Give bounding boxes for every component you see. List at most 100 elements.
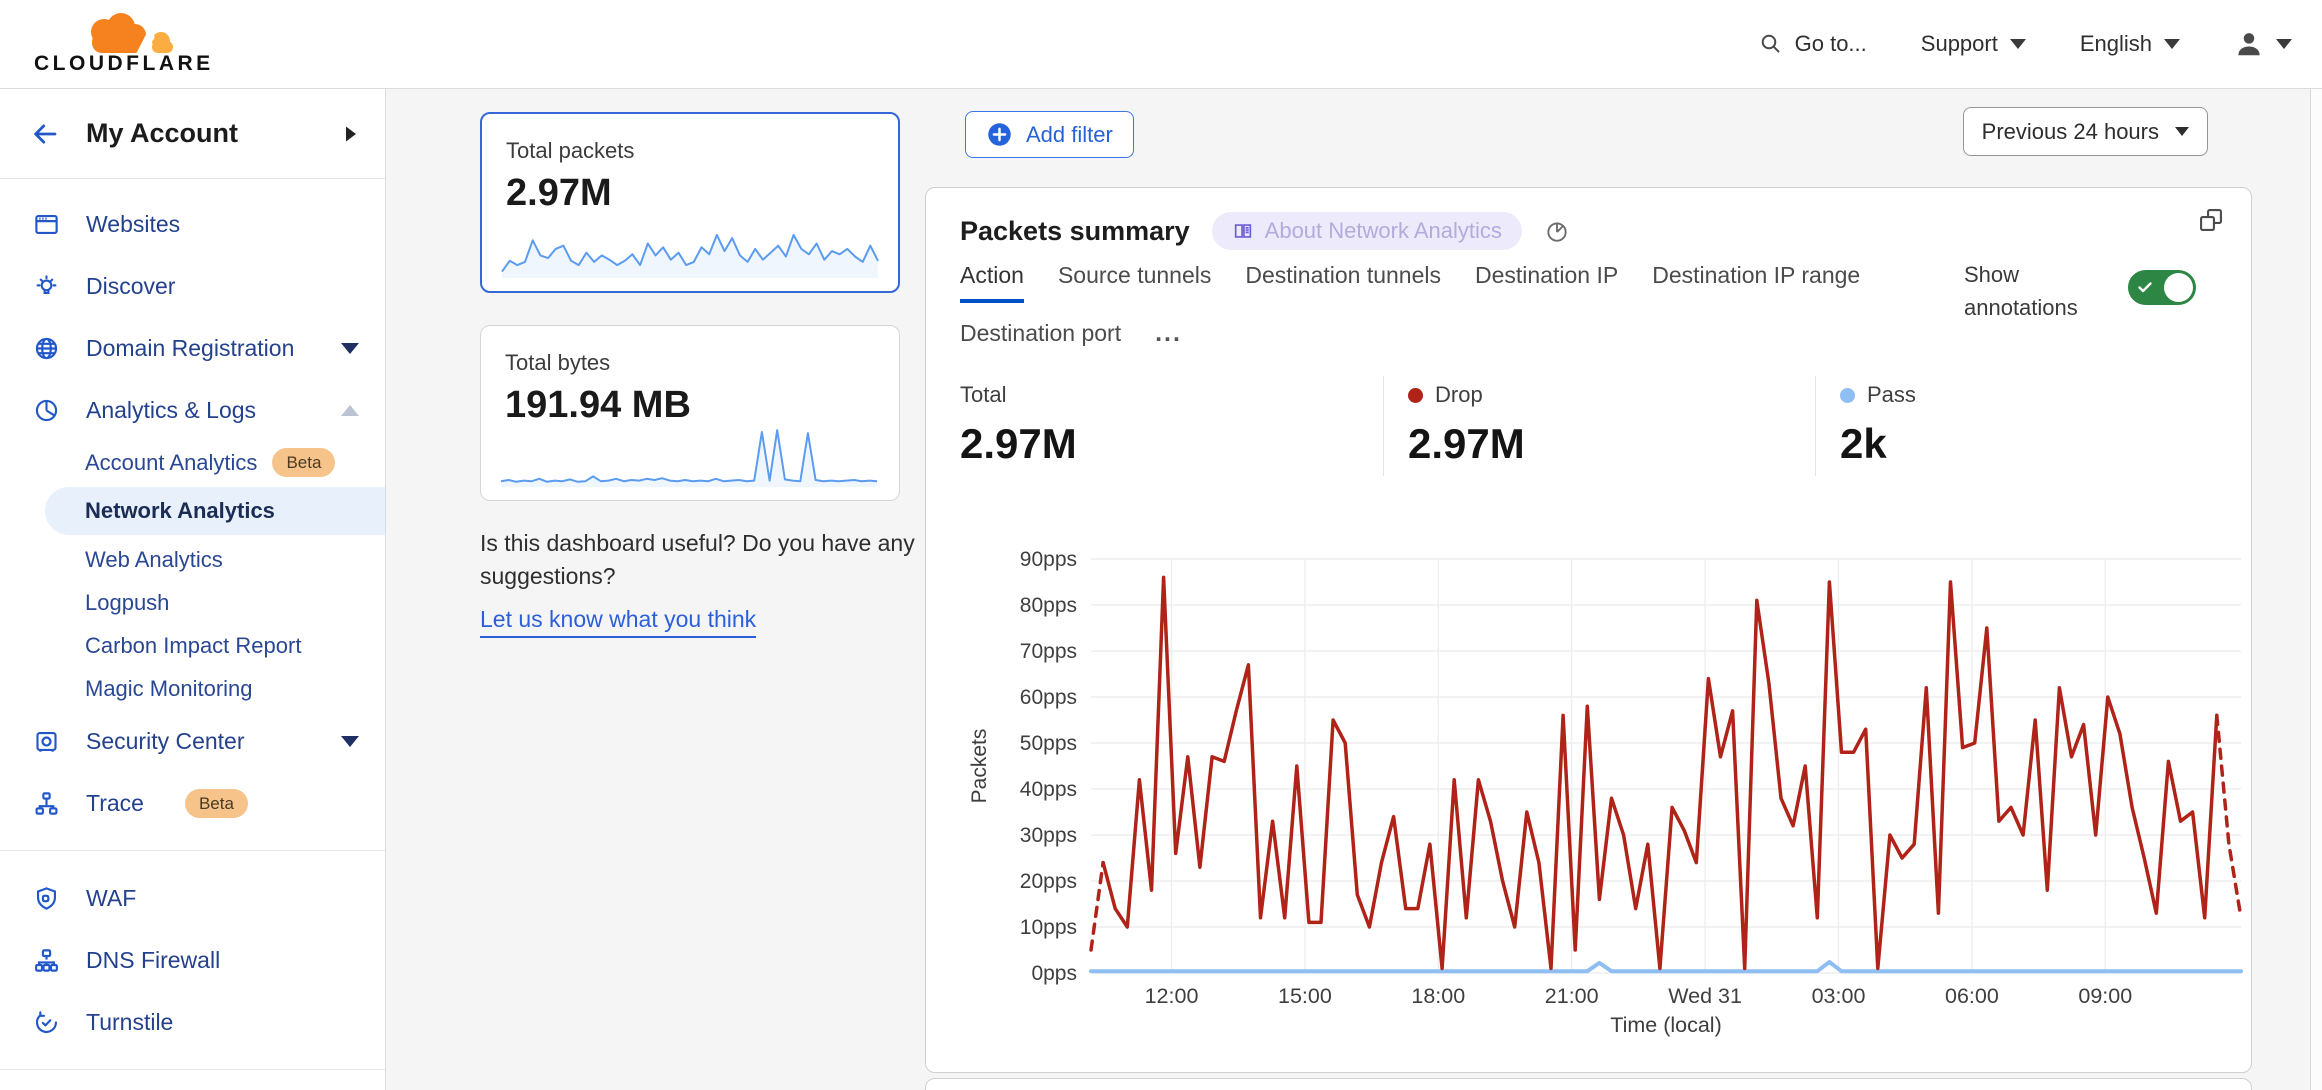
sidebar-header: My Account: [0, 89, 385, 179]
feedback-link[interactable]: Let us know what you think: [480, 603, 757, 639]
sidebar-item-magic-monitoring[interactable]: Magic Monitoring: [0, 667, 385, 710]
chevron-up-icon[interactable]: [341, 404, 359, 416]
feedback-block: Is this dashboard useful? Do you have an…: [480, 527, 932, 639]
browser-window-icon: [35, 214, 58, 234]
tab-destination-tunnels[interactable]: Destination tunnels: [1245, 262, 1441, 288]
dimension-tabs: Action Source tunnels Destination tunnel…: [960, 262, 1920, 357]
turnstile-refresh-check-icon: [35, 1010, 58, 1033]
sidebar-item-label: Security Center: [86, 727, 245, 754]
sidebar-item-label: Turnstile: [86, 1008, 174, 1035]
add-filter-button[interactable]: Add filter: [965, 111, 1134, 158]
sidebar-item-trace[interactable]: Trace Beta: [0, 772, 385, 834]
panel-header: Packets summary About Network Analytics: [960, 212, 1570, 250]
sidebar-item-dns-firewall[interactable]: DNS Firewall: [0, 929, 385, 991]
stat-value: 2k: [1840, 420, 1887, 467]
sidebar-item-carbon-impact-report[interactable]: Carbon Impact Report: [0, 624, 385, 667]
sidebar-item-label: WAF: [86, 884, 137, 911]
tab-action[interactable]: Action: [960, 262, 1024, 303]
sidebar-item-waf[interactable]: WAF: [0, 867, 385, 929]
sidebar-item-security-center[interactable]: Security Center: [0, 710, 385, 772]
card-title: Total packets: [506, 138, 635, 163]
sidebar-item-account-analytics[interactable]: Account Analytics Beta: [0, 441, 385, 484]
svg-text:80pps: 80pps: [1020, 594, 1077, 617]
svg-text:12:00: 12:00: [1145, 984, 1199, 1008]
sidebar-divider: [0, 850, 385, 851]
svg-text:21:00: 21:00: [1545, 984, 1599, 1008]
support-menu[interactable]: Support: [1921, 31, 2026, 57]
svg-text:10pps: 10pps: [1020, 916, 1077, 939]
total-bytes-card[interactable]: Total bytes 191.94 MB: [480, 325, 900, 501]
language-label: English: [2079, 31, 2152, 56]
svg-text:06:00: 06:00: [1945, 984, 1999, 1008]
about-network-analytics-pill[interactable]: About Network Analytics: [1211, 212, 1522, 250]
packets-summary-panel: Packets summary About Network Analytics …: [925, 187, 2252, 1073]
back-arrow-icon[interactable]: [30, 119, 60, 149]
svg-text:20pps: 20pps: [1020, 870, 1077, 893]
sidebar-item-turnstile[interactable]: Turnstile: [0, 991, 385, 1053]
svg-text:30pps: 30pps: [1020, 824, 1077, 847]
cloudflare-cloud-icon: [90, 13, 173, 54]
chevron-down-icon: [2276, 39, 2292, 49]
sidebar-item-websites[interactable]: Websites: [0, 193, 385, 255]
svg-text:Time (local): Time (local): [1610, 1013, 1722, 1037]
dns-hierarchy-icon: [35, 948, 58, 972]
svg-text:Packets: Packets: [968, 729, 991, 804]
sidebar-item-discover[interactable]: Discover: [0, 255, 385, 317]
svg-text:40pps: 40pps: [1020, 778, 1077, 801]
svg-text:03:00: 03:00: [1812, 984, 1866, 1008]
more-tabs-button[interactable]: ...: [1155, 319, 1182, 347]
brand-name: CLOUDFLARE: [34, 52, 214, 75]
show-annotations-toggle[interactable]: [2128, 270, 2196, 305]
card-title: Total bytes: [505, 350, 611, 375]
top-bar: CLOUDFLARE Go to... Support English: [0, 0, 2322, 89]
sidebar-item-analytics-logs[interactable]: Analytics & Logs: [0, 379, 385, 441]
sidebar-item-domain-registration[interactable]: Domain Registration: [0, 317, 385, 379]
stat-pass: Pass 2k: [1815, 376, 2217, 476]
tab-destination-ip[interactable]: Destination IP: [1475, 262, 1619, 288]
book-icon: [1234, 224, 1251, 238]
svg-text:18:00: 18:00: [1411, 984, 1465, 1008]
cloudflare-logo[interactable]: CLOUDFLARE: [34, 12, 214, 76]
expand-panel-icon[interactable]: [2197, 206, 2225, 234]
chevron-right-icon[interactable]: [343, 124, 359, 144]
chevron-down-icon[interactable]: [341, 735, 359, 747]
stat-total: Total 2.97M: [960, 376, 1383, 476]
sidebar-item-logpush[interactable]: Logpush: [0, 581, 385, 624]
packets-sparkline: [501, 233, 879, 278]
sidebar-item-cutoff[interactable]: [0, 1086, 385, 1090]
card-value: 2.97M: [506, 172, 612, 214]
tab-destination-port[interactable]: Destination port: [960, 320, 1122, 346]
total-packets-card[interactable]: Total packets 2.97M: [480, 112, 900, 293]
sidebar-item-label: DNS Firewall: [86, 946, 221, 973]
stat-value: 2.97M: [960, 420, 1077, 467]
goto-search[interactable]: Go to...: [1759, 31, 1867, 57]
sidebar-item-network-analytics[interactable]: Network Analytics: [45, 487, 385, 535]
sidebar-item-label: Domain Registration: [86, 334, 295, 361]
sidebar-item-label: Logpush: [85, 589, 170, 615]
scrollbar-track[interactable]: [2310, 89, 2322, 1090]
svg-text:60pps: 60pps: [1020, 686, 1077, 709]
card-value: 191.94 MB: [505, 384, 691, 426]
language-menu[interactable]: English: [2080, 31, 2180, 57]
add-filter-label: Add filter: [1026, 121, 1113, 147]
chevron-down-icon[interactable]: [341, 342, 359, 354]
svg-text:70pps: 70pps: [1020, 640, 1077, 663]
goto-label: Go to...: [1794, 31, 1867, 56]
user-icon: [2238, 33, 2260, 56]
pie-chart-icon[interactable]: [1544, 218, 1570, 244]
tab-destination-ip-range[interactable]: Destination IP range: [1652, 262, 1861, 288]
chevron-down-icon: [2009, 39, 2026, 49]
sidebar-item-label: Network Analytics: [85, 498, 275, 523]
about-pill-label: About Network Analytics: [1264, 218, 1502, 243]
time-range-label: Previous 24 hours: [1981, 118, 2159, 144]
sidebar-item-web-analytics[interactable]: Web Analytics: [0, 538, 385, 581]
time-range-dropdown[interactable]: Previous 24 hours: [1962, 107, 2208, 156]
tab-source-tunnels[interactable]: Source tunnels: [1057, 262, 1212, 288]
svg-text:15:00: 15:00: [1278, 984, 1332, 1008]
packets-chart[interactable]: 0pps 10pps 20pps 30pps 40pps 50pps 60pps 70pps 8…: [936, 506, 2256, 1051]
beta-badge: Beta: [272, 448, 336, 477]
sidebar-item-label: Discover: [86, 272, 176, 299]
trace-icon: [35, 791, 58, 815]
sidebar-item-label: Web Analytics: [85, 546, 223, 572]
account-menu[interactable]: [2234, 29, 2292, 59]
